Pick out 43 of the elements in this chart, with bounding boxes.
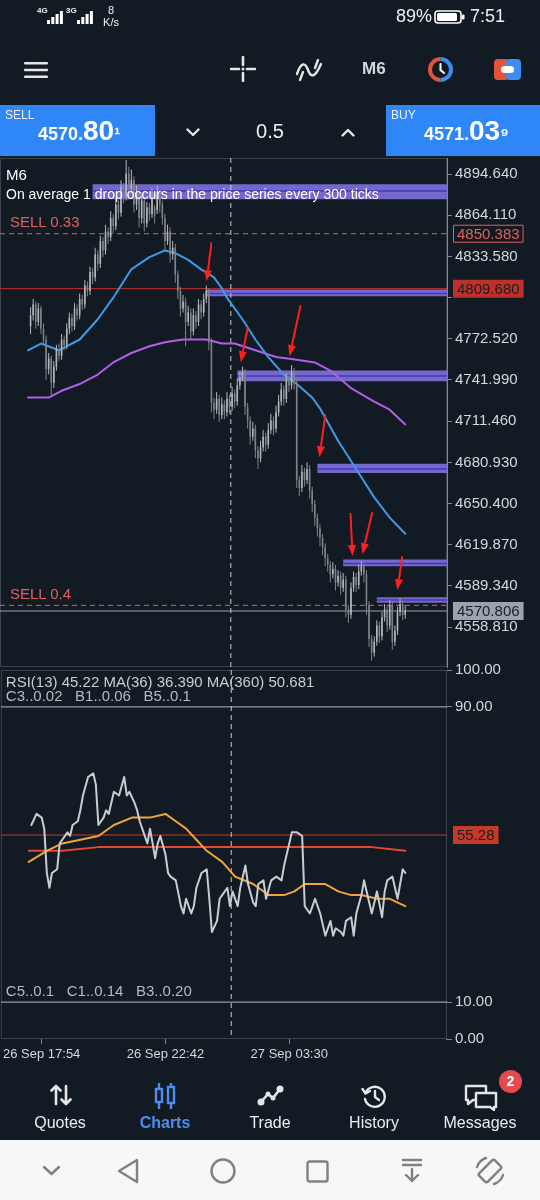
x-tick-label: 27 Sep 03:30 — [250, 1046, 328, 1062]
text: Trade — [248, 1114, 292, 1133]
text: 3G — [66, 6, 77, 16]
ref-line-label: SELL 0.33 — [10, 213, 80, 231]
x-tick-label: 26 Sep 17:54 — [2, 1046, 81, 1062]
y-tick-label: 90.00 — [455, 697, 493, 715]
text: M6 — [362, 59, 386, 79]
y-tick-label: 4864.110 — [455, 205, 517, 223]
y-tick-label: 4772.520 — [455, 328, 518, 346]
annotation: 55.28 — [457, 826, 495, 844]
text: 89% — [396, 6, 433, 27]
y-tick-label: 0.00 — [455, 1029, 485, 1047]
text: On average 1 drop occurs in the price series every 300 ticks — [6, 185, 379, 202]
y-tick-label: 4680.930 — [455, 452, 518, 470]
annotation: 4809.680 — [457, 279, 520, 297]
ref-line-label: C5..0.1 C1..0.14 B3..0.20 — [5, 981, 192, 999]
y-tick-label: 4741.990 — [455, 370, 518, 388]
y-tick-label: 4650.400 — [455, 493, 518, 511]
text: SELL — [5, 108, 35, 123]
ref-line-label: SELL 0.4 — [10, 584, 72, 602]
y-tick-label: 10.00 — [455, 992, 493, 1010]
y-tick-label: 4711.460 — [455, 411, 517, 429]
annotation: 4850.383 — [457, 224, 520, 242]
text: M6 — [6, 166, 27, 184]
x-tick-label: 26 Sep 22:42 — [126, 1046, 205, 1062]
text: 8 K/s — [102, 4, 120, 28]
text: Charts — [138, 1114, 192, 1133]
y-tick-label: 4833.580 — [455, 246, 518, 264]
text: 7:51 — [470, 6, 506, 27]
text: BUY — [391, 108, 416, 123]
text: History — [348, 1114, 400, 1133]
text: Messages — [442, 1114, 518, 1133]
y-tick-label: 4558.810 — [455, 617, 518, 635]
y-tick-label: 100.00 — [455, 660, 501, 678]
y-tick-label: 4589.340 — [455, 576, 518, 594]
text: 4G — [37, 6, 48, 16]
text: 4571.03⁹ — [424, 115, 509, 146]
y-tick-label: 4619.870 — [455, 534, 518, 552]
text: 0.5 — [255, 120, 285, 143]
text: Quotes — [33, 1114, 87, 1133]
text: 4570.80¹ — [38, 115, 121, 146]
y-tick-label: 4894.640 — [455, 164, 518, 182]
annotation: 4570.806 — [457, 602, 520, 620]
